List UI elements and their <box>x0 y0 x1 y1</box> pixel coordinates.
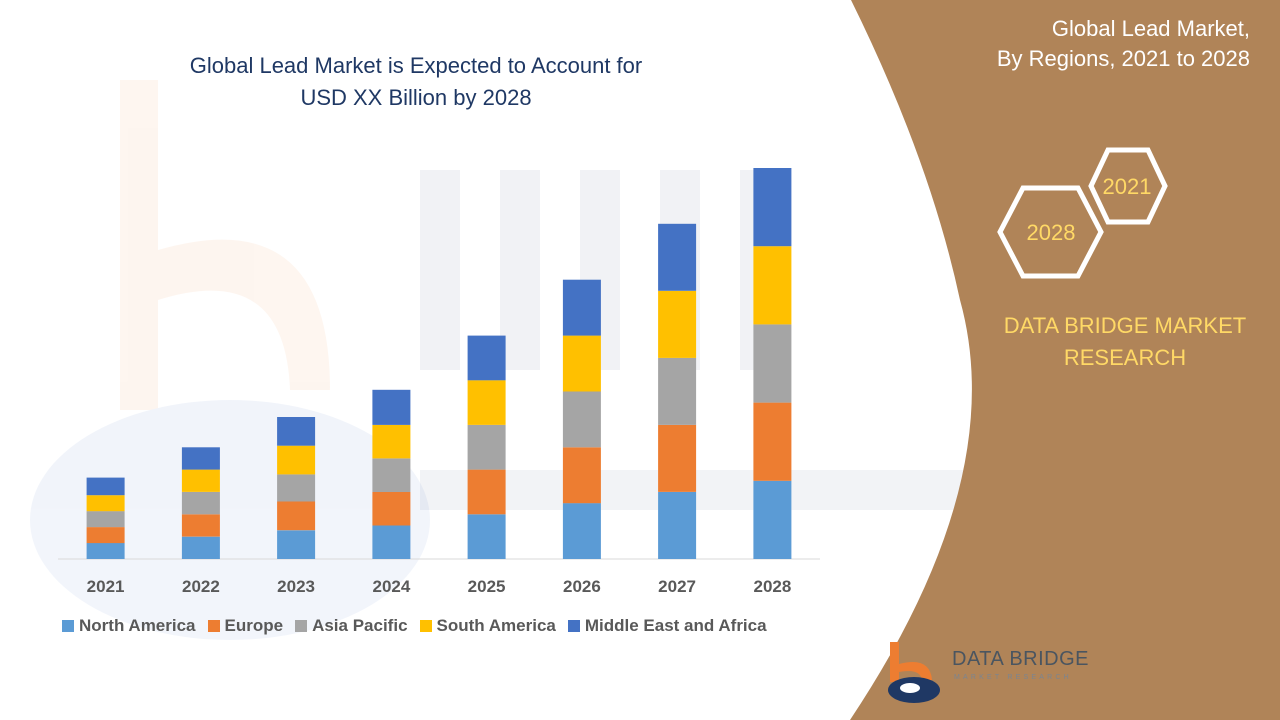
bar-segment-2025-series-3 <box>467 380 506 425</box>
brand-name: DATA BRIDGE MARKET RESEARCH <box>975 310 1275 374</box>
x-tick-label: 2021 <box>87 577 125 596</box>
legend-item: Middle East and Africa <box>567 616 767 636</box>
bar-segment-2027-series-3 <box>658 290 697 358</box>
legend-item: South America <box>419 616 556 636</box>
legend-label: Asia Pacific <box>312 616 408 635</box>
chart-legend: North America Europe Asia Pacific South Ame… <box>62 616 767 636</box>
bar-segment-2026-series-1 <box>562 447 601 504</box>
watermark-logo <box>30 80 430 640</box>
legend-label: Europe <box>224 616 284 635</box>
legend-label: South America <box>436 616 556 635</box>
bar-segment-2025-series-4 <box>467 335 506 381</box>
bar-segment-2021-series-4 <box>86 477 125 496</box>
bar-segment-2026-series-2 <box>562 391 601 448</box>
legend-label: North America <box>79 616 196 635</box>
x-tick-label: 2022 <box>182 577 220 596</box>
bar-segment-2023-series-0 <box>277 530 316 559</box>
bar-segment-2028-series-3 <box>753 246 792 325</box>
bar-segment-2021-series-2 <box>86 511 125 528</box>
bar-segment-2023-series-1 <box>277 501 316 531</box>
bar-segment-2021-series-1 <box>86 527 125 544</box>
hexagon-back-year: 2021 <box>1103 174 1152 199</box>
legend-label: Middle East and Africa <box>584 616 767 635</box>
legend-swatch <box>567 620 580 632</box>
legend-swatch <box>207 620 220 632</box>
bar-segment-2027-series-0 <box>658 492 697 559</box>
brown-panel <box>850 0 1280 720</box>
bar-segment-2027-series-1 <box>658 424 697 492</box>
x-tick-label: 2026 <box>563 577 601 596</box>
bar-segment-2028-series-0 <box>753 480 792 559</box>
x-tick-label: 2025 <box>468 577 506 596</box>
legend-swatch <box>419 620 432 632</box>
bar-segment-2024-series-1 <box>372 492 411 526</box>
chart-title-line-1: Global Lead Market is Expected to Accoun… <box>189 53 643 78</box>
bar-segment-2021-series-3 <box>86 495 125 512</box>
x-tick-label: 2024 <box>372 577 410 596</box>
bar-segment-2026-series-0 <box>562 503 601 559</box>
chart-title: Global Lead Market is Expected to Accoun… <box>120 50 712 114</box>
brand-name-line-2: RESEARCH <box>1063 345 1187 370</box>
brand-name-line-1: DATA BRIDGE MARKET <box>1003 313 1247 338</box>
bar-segment-2025-series-2 <box>467 424 506 470</box>
bar-segment-2025-series-0 <box>467 514 506 559</box>
bar-segment-2022-series-1 <box>181 514 220 537</box>
hexagon-front <box>997 185 1104 279</box>
bars <box>86 168 792 559</box>
stacked-bar-chart: 2021 2022 2023 2024 2025 2026 2027 2028 <box>58 168 820 596</box>
bar-segment-2023-series-4 <box>277 417 316 446</box>
bar-segment-2022-series-3 <box>181 469 220 492</box>
bar-segment-2028-series-1 <box>753 402 792 481</box>
bar-segment-2024-series-3 <box>372 424 411 459</box>
bar-segment-2023-series-3 <box>277 445 316 475</box>
chart-title-line-2: USD XX Billion by 2028 <box>300 85 532 110</box>
bar-segment-2023-series-2 <box>277 474 316 502</box>
bar-segment-2025-series-1 <box>467 469 506 515</box>
bar-segment-2021-series-0 <box>86 543 125 559</box>
bar-segment-2027-series-2 <box>658 357 697 425</box>
bar-segment-2028-series-4 <box>753 168 792 247</box>
bar-segment-2026-series-3 <box>562 335 601 392</box>
x-tick-label: 2028 <box>753 577 791 596</box>
panel-title-line-1: Global Lead Market, <box>1051 16 1250 41</box>
panel-title-line-2: By Regions, 2021 to 2028 <box>996 46 1250 71</box>
bar-segment-2022-series-4 <box>181 447 220 470</box>
x-tick-label: 2023 <box>277 577 315 596</box>
bar-segment-2027-series-4 <box>658 223 697 291</box>
x-axis-ticks: 2021 2022 2023 2024 2025 2026 2027 2028 <box>87 577 792 596</box>
panel-title: Global Lead Market, By Regions, 2021 to … <box>900 14 1250 74</box>
logo-name: DATA BRIDGE <box>952 648 1090 670</box>
hexagon-front-year: 2028 <box>1027 220 1076 245</box>
logo-tagline: MARKET RESEARCH <box>954 674 1072 681</box>
legend-swatch <box>62 620 74 632</box>
company-logo: DATA BRIDGE MARKET RESEARCH <box>880 640 1110 706</box>
bar-segment-2024-series-2 <box>372 458 411 492</box>
legend-item: Asia Pacific <box>295 616 408 636</box>
bar-segment-2026-series-4 <box>562 279 601 336</box>
x-tick-label: 2027 <box>658 577 696 596</box>
hexagon-back <box>1088 147 1168 225</box>
bar-segment-2022-series-0 <box>181 536 220 559</box>
logo-mark-icon <box>888 642 940 703</box>
legend-swatch <box>295 620 308 632</box>
bar-segment-2028-series-2 <box>753 324 792 403</box>
bar-segment-2022-series-2 <box>181 492 220 515</box>
legend-item: Europe <box>207 616 284 636</box>
bar-segment-2024-series-0 <box>372 525 411 559</box>
legend-item: North America <box>62 616 196 636</box>
bar-segment-2024-series-4 <box>372 389 411 425</box>
